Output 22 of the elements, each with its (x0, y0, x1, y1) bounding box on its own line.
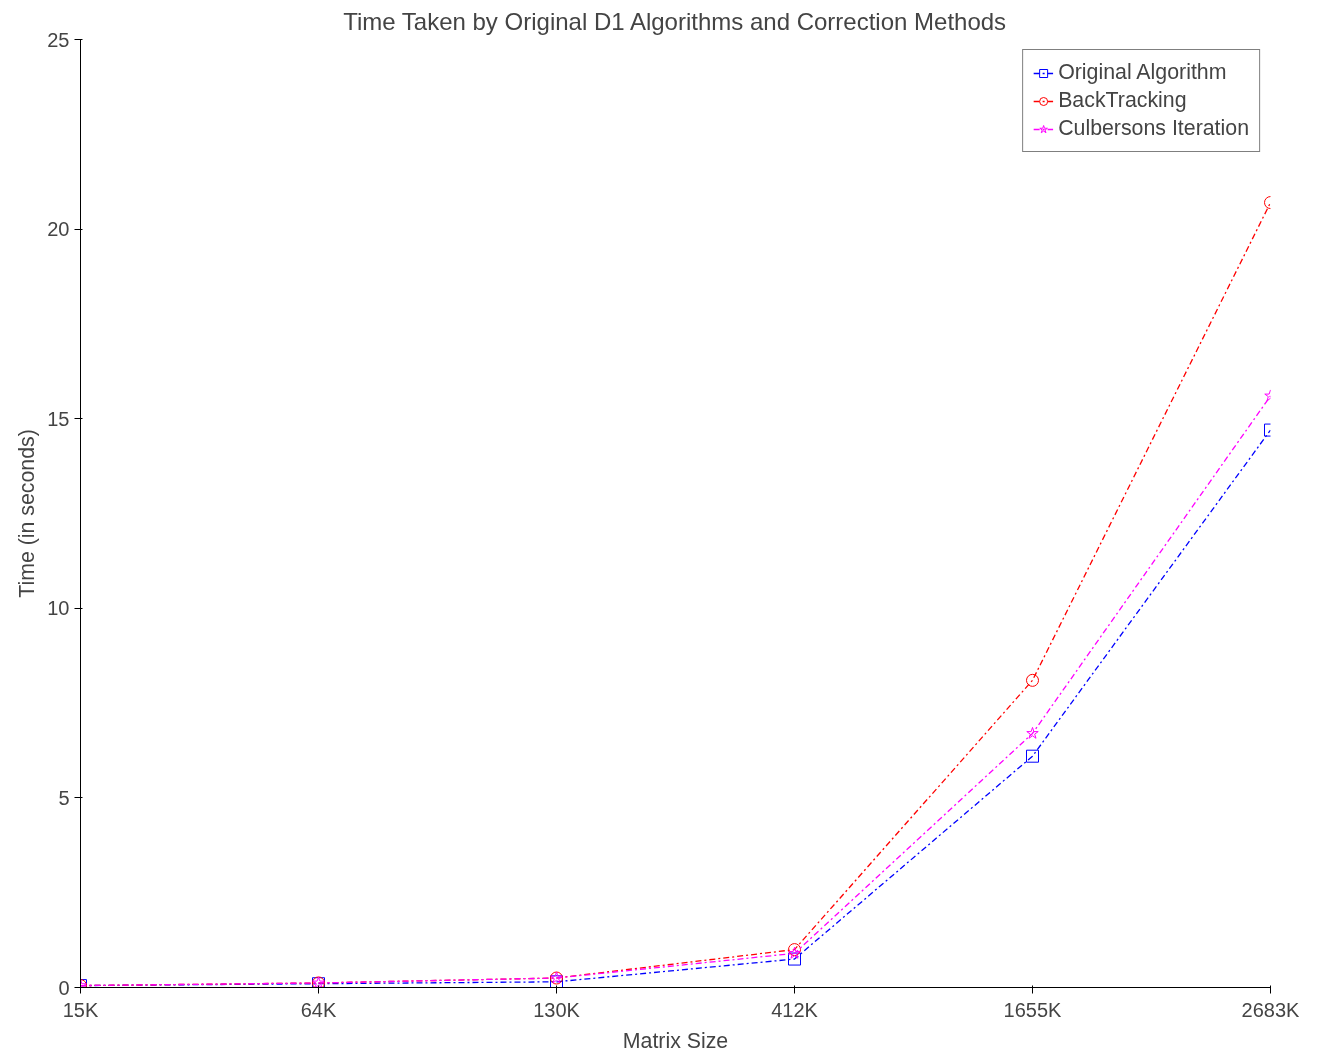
point (1026, 749, 1039, 763)
point (788, 952, 801, 966)
legend-label: Culbersons Iteration (1058, 116, 1249, 141)
legend-label: Original Algorithm (1058, 60, 1227, 85)
chart-title: Time Taken by Original D1 Algorithms and Correction Methods (343, 7, 1007, 35)
x-tick-label: 15K (62, 998, 99, 1021)
x-tick-label: 64K (300, 998, 337, 1021)
y-tick-label: 20 (47, 218, 70, 241)
legend-label: BackTracking (1058, 88, 1187, 113)
x-tick-label: 130K (533, 998, 581, 1021)
y-tick-label: 15 (47, 407, 70, 430)
y-tick-label: 25 (47, 28, 70, 51)
x-tick-label: 1655K (1003, 998, 1063, 1021)
x-axis-title: Matrix Size (622, 1028, 729, 1053)
y-tick-label: 0 (58, 976, 70, 999)
y-tick-label: 5 (58, 786, 70, 809)
x-tick-label: 2683K (1241, 998, 1301, 1021)
x-tick-label: 412K (771, 998, 819, 1021)
y-axis-title: Time (in seconds) (15, 429, 40, 598)
point (1026, 726, 1039, 739)
point (1026, 673, 1039, 687)
y-tick-label: 10 (47, 597, 70, 620)
